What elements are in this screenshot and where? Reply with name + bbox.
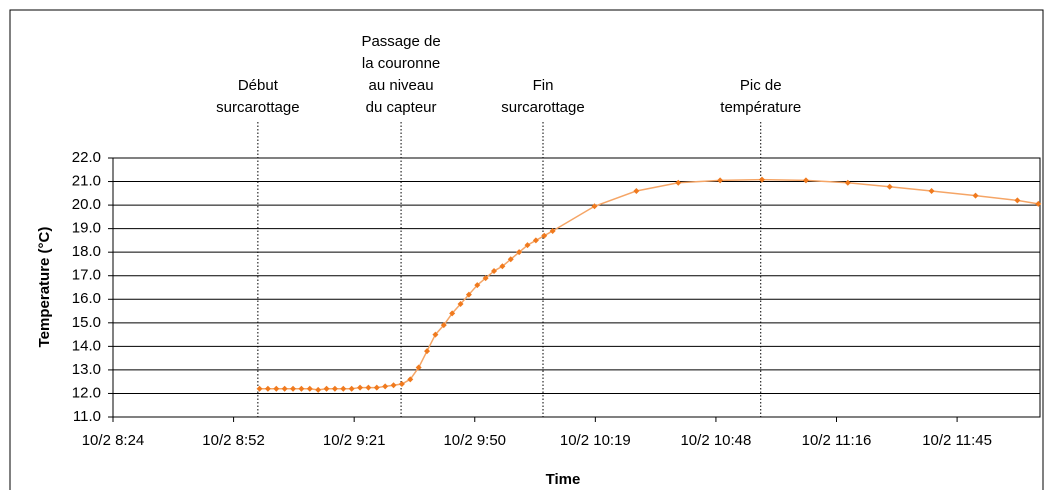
annotation-label: Fin (533, 77, 554, 94)
plot-area (112, 157, 1041, 418)
y-tick-label: 20.0 (72, 196, 101, 213)
data-point (972, 192, 979, 199)
data-point (507, 256, 514, 263)
x-tick-label: 10/2 10:19 (560, 432, 631, 449)
data-point (357, 384, 364, 391)
data-point (298, 385, 305, 392)
data-point (449, 310, 456, 317)
data-point (675, 179, 682, 186)
data-point (457, 300, 464, 307)
data-point (264, 385, 271, 392)
data-point (290, 385, 297, 392)
x-tick-label: 10/2 10:48 (680, 432, 751, 449)
annotation-label: Passage de (361, 33, 440, 50)
data-point (482, 275, 489, 282)
data-point (532, 237, 539, 244)
y-tick-label: 16.0 (72, 290, 101, 307)
y-tick-label: 12.0 (72, 384, 101, 401)
y-axis-label: Temperature (°C) (36, 227, 53, 348)
data-point (844, 179, 851, 186)
data-point (633, 187, 640, 194)
y-tick-label: 19.0 (72, 220, 101, 237)
data-point (499, 263, 506, 270)
data-point (315, 386, 322, 393)
y-tick-label: 21.0 (72, 173, 101, 190)
data-point (281, 385, 288, 392)
data-point (415, 364, 422, 371)
data-point (491, 268, 498, 275)
data-point (474, 282, 481, 289)
x-tick-label: 10/2 8:24 (82, 432, 145, 449)
data-point (424, 348, 431, 355)
data-point (802, 177, 809, 184)
x-tick-label: 10/2 9:50 (443, 432, 506, 449)
x-axis-label: Time (546, 471, 581, 488)
data-point (365, 384, 372, 391)
y-tick-label: 13.0 (72, 361, 101, 378)
data-point (591, 203, 598, 210)
data-point (323, 385, 330, 392)
data-point (398, 381, 405, 388)
annotation-label: Pic de (740, 77, 782, 94)
x-tick-label: 10/2 9:21 (323, 432, 386, 449)
data-point (1014, 197, 1021, 204)
data-point (717, 177, 724, 184)
data-point (256, 385, 263, 392)
data-point (340, 385, 347, 392)
data-point (465, 291, 472, 298)
annotation-label: température (720, 99, 801, 116)
x-tick-label: 10/2 11:16 (802, 432, 872, 449)
data-point (348, 385, 355, 392)
y-tick-label: 18.0 (72, 243, 101, 260)
data-point (440, 322, 447, 329)
annotation-label: surcarottage (216, 99, 299, 116)
frame (9, 9, 1044, 490)
data-point (390, 382, 397, 389)
x-tick-label: 10/2 8:52 (202, 432, 265, 449)
y-tick-label: 15.0 (72, 314, 101, 331)
data-point (407, 376, 414, 383)
data-point (524, 242, 531, 249)
data-point (549, 227, 556, 234)
annotation-label: au niveau (369, 77, 434, 94)
data-point (382, 383, 389, 390)
data-point (432, 331, 439, 338)
data-point (273, 385, 280, 392)
data-point (306, 385, 313, 392)
annotation-label: du capteur (366, 99, 437, 116)
data-point (516, 249, 523, 256)
annotation-label: surcarottage (501, 99, 584, 116)
y-tick-label: 17.0 (72, 267, 101, 284)
y-tick-label: 22.0 (72, 149, 101, 166)
data-point (886, 183, 893, 190)
x-tick-label: 10/2 11:45 (922, 432, 992, 449)
data-point (373, 384, 380, 391)
y-tick-label: 11.0 (73, 408, 101, 425)
y-tick-label: 14.0 (72, 337, 101, 354)
annotation-label: Début (238, 77, 279, 94)
data-point (541, 232, 548, 239)
data-point (758, 176, 765, 183)
data-point (928, 187, 935, 194)
data-point (331, 385, 338, 392)
annotation-label: la couronne (362, 55, 440, 72)
data-point (1035, 200, 1042, 207)
series-line (259, 178, 1039, 391)
